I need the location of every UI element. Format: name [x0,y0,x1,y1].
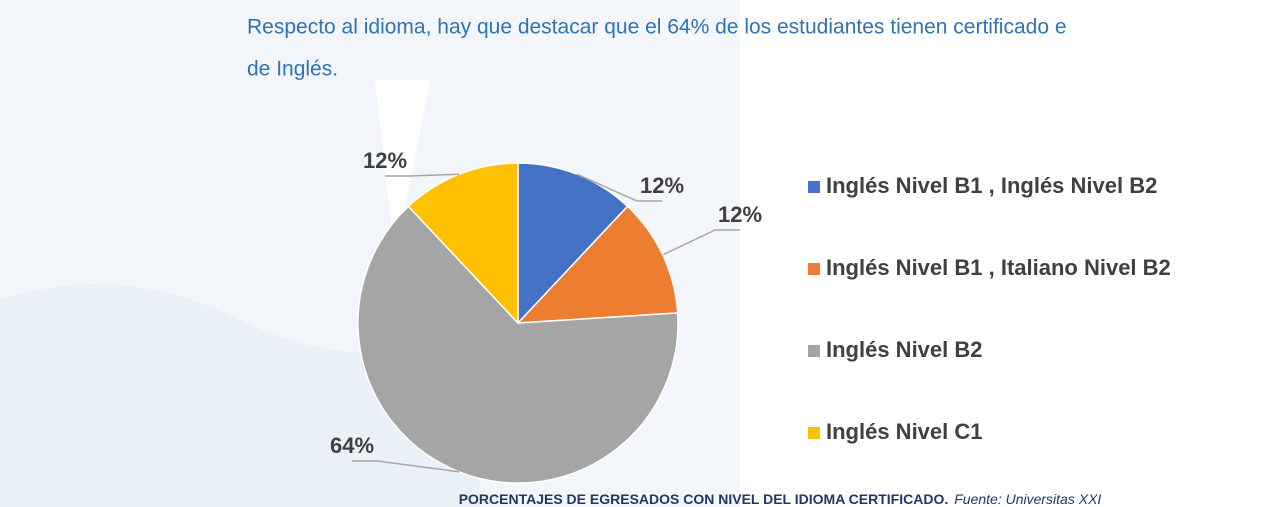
paragraph-line: Respecto al idioma, hay que destacar que… [247,16,1067,39]
legend: Inglés Nivel B1 , Inglés Nivel B2 Inglés … [808,173,1171,444]
legend-swatch [808,263,820,275]
legend-label: Inglés Nivel C1 [826,419,983,444]
legend-label: Inglés Nivel B2 [826,337,983,362]
legend-label: Inglés Nivel B1 , Italiano Nivel B2 [826,255,1171,280]
caption: PORCENTAJES DE EGRESADOS CON NIVEL DEL I… [459,491,1102,507]
paragraph-line: de Inglés. [247,58,338,81]
data-label: 12% [640,173,684,198]
caption-source: Fuente: Universitas XXI [954,491,1101,507]
legend-label: Inglés Nivel B1 , Inglés Nivel B2 [826,173,1157,198]
legend-swatch [808,427,820,439]
page: Respecto al idioma, hay que destacar que… [0,0,1284,507]
legend-swatch [808,345,820,357]
data-label: 12% [718,202,762,227]
caption-title: PORCENTAJES DE EGRESADOS CON NIVEL DEL I… [459,491,949,507]
data-label: 64% [330,433,374,458]
legend-swatch [808,181,820,193]
data-label: 12% [363,148,407,173]
